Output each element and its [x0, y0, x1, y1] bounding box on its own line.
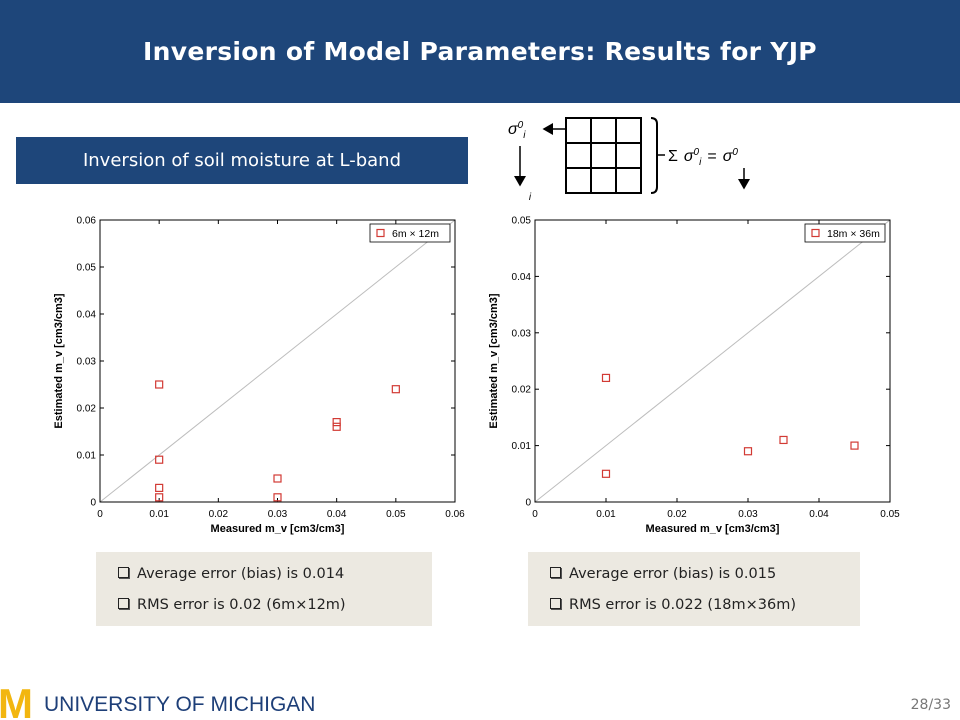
- data-point: [850, 441, 859, 450]
- x-tick-label: 0.02: [209, 509, 229, 520]
- sigma-i-label: σ0i: [508, 120, 526, 141]
- x-tick-label: 0.03: [268, 509, 288, 520]
- block-m-logo: M: [0, 680, 33, 720]
- x-tick-label: 0.03: [738, 509, 758, 520]
- data-point: [391, 385, 400, 394]
- legend-marker: [811, 228, 820, 238]
- legend-label: 6m × 12m: [392, 228, 439, 240]
- grid-bracket: [650, 117, 658, 194]
- data-point: [601, 469, 611, 478]
- y-tick-label: 0.02: [512, 385, 532, 396]
- scatter-chart-18m: 0 0.01 0.02 0.03 0.04 0.05 0 0.01 0.02 0.03 0.04 0.…: [480, 200, 900, 540]
- data-point: [155, 455, 164, 464]
- y-tick-label: 0.01: [77, 451, 97, 462]
- y-axis-label: Estimated m_v [cm3/cm3]: [53, 293, 65, 428]
- y-tick-label: 0: [525, 498, 531, 509]
- scatter-chart-6m: 0 0.01 0.02 0.03 0.04 0.05 0.06 0 0.01 0.02 0.03 0.…: [45, 200, 465, 540]
- university-logo: M UNIVERSITY OF MICHIGAN: [0, 680, 315, 720]
- x-tick-label: 0.05: [386, 509, 406, 520]
- y-tick-label: 0.05: [512, 216, 532, 227]
- y-axis-label: Estimated m_v [cm3/cm3]: [488, 293, 500, 428]
- stats-note-right: Average error (bias) is 0.015 RMS error …: [528, 552, 860, 626]
- y-tick-label: 0.05: [77, 263, 97, 274]
- data-point: [273, 474, 282, 483]
- checkbox-bullet-icon: [118, 598, 129, 609]
- stats-note-left: Average error (bias) is 0.014 RMS error …: [96, 552, 432, 626]
- x-tick-label: 0.04: [327, 509, 347, 520]
- data-point: [155, 380, 164, 389]
- header-bar: [0, 0, 960, 103]
- y-tick-label: 0.03: [512, 328, 532, 339]
- x-tick-label: 0.01: [596, 509, 616, 520]
- checkbox-bullet-icon: [550, 567, 561, 578]
- bias-line: Average error (bias) is 0.015: [550, 566, 776, 582]
- one-to-one-line: [534, 219, 891, 503]
- data-point: [779, 435, 788, 445]
- x-axis-label: Measured m_v [cm3/cm3]: [211, 523, 345, 535]
- checkbox-bullet-icon: [550, 598, 561, 609]
- legend-box: [804, 223, 886, 243]
- bias-text: Average error (bias) is 0.015: [569, 566, 777, 582]
- data-point: [332, 418, 341, 427]
- x-tick-label: 0.05: [880, 509, 900, 520]
- legend-label: 18m × 36m: [827, 228, 880, 240]
- x-tick-label: 0.04: [809, 509, 829, 520]
- rms-line: RMS error is 0.022 (18m×36m): [550, 597, 796, 613]
- one-to-one-line: [99, 219, 456, 503]
- checkbox-bullet-icon: [118, 567, 129, 578]
- x-tick-label: 0.02: [667, 509, 687, 520]
- rms-text: RMS error is 0.022 (18m×36m): [569, 597, 797, 613]
- university-name: UNIVERSITY OF MICHIGAN: [44, 693, 315, 716]
- bias-line: Average error (bias) is 0.014: [118, 566, 344, 582]
- page-number: 28/33: [910, 697, 951, 713]
- y-tick-label: 0.03: [77, 357, 97, 368]
- x-tick-label: 0: [97, 509, 103, 520]
- x-axis-label: Measured m_v [cm3/cm3]: [646, 523, 780, 535]
- bias-text: Average error (bias) is 0.014: [137, 566, 345, 582]
- data-point: [155, 493, 164, 502]
- chart-background: [480, 200, 900, 540]
- y-tick-label: 0.04: [512, 272, 532, 283]
- y-tick-label: 0: [90, 498, 96, 509]
- y-tick-label: 0.04: [77, 310, 97, 321]
- x-tick-label: 0.01: [149, 509, 169, 520]
- y-tick-label: 0.01: [512, 441, 532, 452]
- y-tick-label: 0.06: [77, 216, 97, 227]
- data-point: [273, 493, 282, 502]
- legend-box: [369, 223, 451, 243]
- x-tick-label: 0.06: [445, 509, 465, 520]
- y-tick-label: 0.02: [77, 404, 97, 415]
- legend-marker: [376, 228, 385, 238]
- data-point: [743, 447, 753, 456]
- rms-line: RMS error is 0.02 (6m×12m): [118, 597, 346, 613]
- data-point: [155, 483, 164, 492]
- chart-background: [45, 200, 465, 540]
- data-point: [332, 422, 341, 431]
- plot-frame: [534, 219, 891, 503]
- x-tick-label: 0: [532, 509, 538, 520]
- slide-title: Inversion of Model Parameters: Results f…: [143, 37, 817, 66]
- rms-text: RMS error is 0.02 (6m×12m): [137, 597, 346, 613]
- pixel-grid: [565, 117, 642, 194]
- data-point: [601, 373, 611, 383]
- section-label: Inversion of soil moisture at L-band: [16, 137, 468, 184]
